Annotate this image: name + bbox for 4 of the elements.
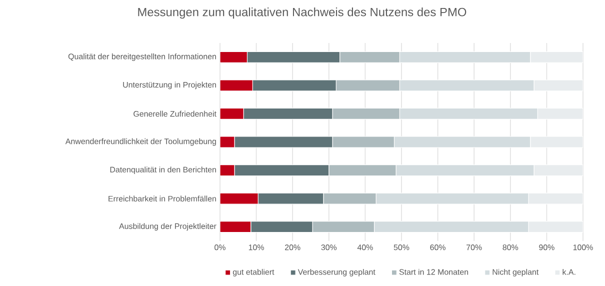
chart-title: Messungen zum qualitativen Nachweis des Nutzens des PMO: [138, 8, 466, 19]
bar: [220, 221, 252, 233]
bar: [220, 108, 244, 120]
bar: [220, 51, 248, 63]
